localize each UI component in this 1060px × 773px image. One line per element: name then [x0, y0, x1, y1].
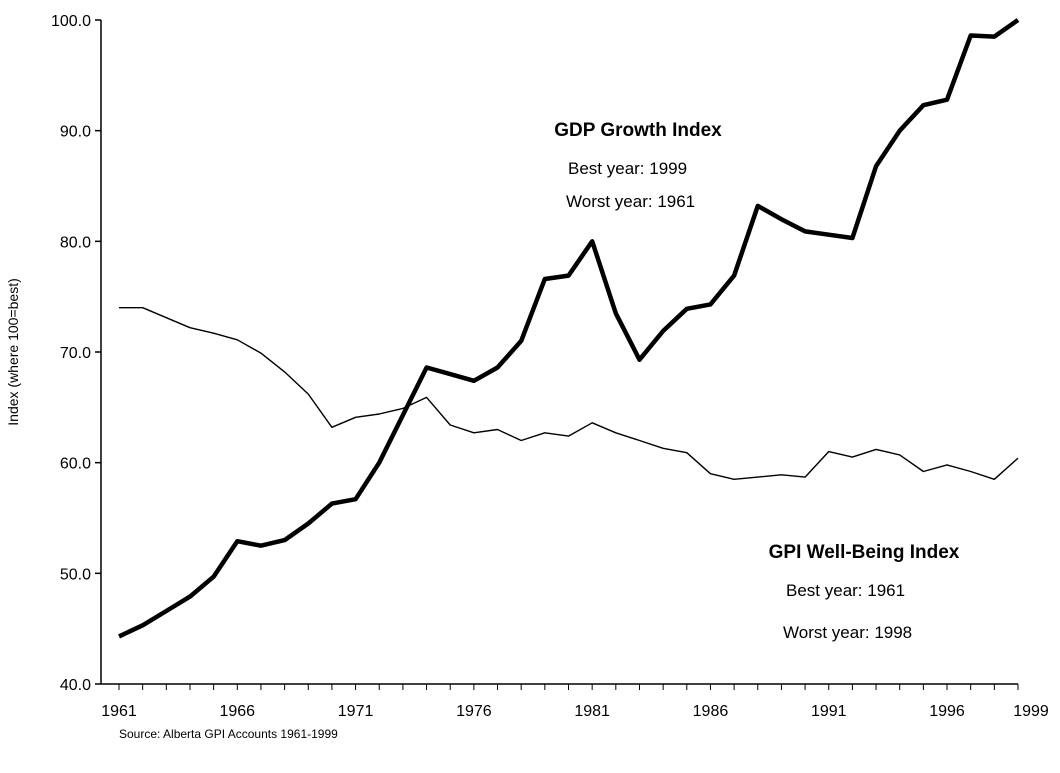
y-tick-label: 50.0 [60, 566, 91, 583]
x-tick-label: 1996 [929, 703, 965, 720]
gpi-annotation-best: Best year: 1961 [786, 581, 905, 600]
x-tick-label: 1976 [456, 703, 492, 720]
x-tick-label: 1971 [338, 703, 374, 720]
y-tick-label: 80.0 [60, 234, 91, 251]
source-note: Source: Alberta GPI Accounts 1961-1999 [119, 727, 338, 741]
gpi-annotation-heading: GPI Well-Being Index [769, 542, 960, 563]
x-tick-label: 1986 [693, 703, 729, 720]
y-tick-label: 70.0 [60, 345, 91, 362]
y-tick-label: 100.0 [51, 13, 91, 30]
y-tick-label: 60.0 [60, 456, 91, 473]
gdp-growth-index-line [118, 18, 1020, 639]
gdp-annotation: GDP Growth Index Best year: 1999 Worst y… [554, 120, 722, 211]
x-tick-label: 1966 [219, 703, 255, 720]
y-ticks: 40.0 50.0 60.0 70.0 80.0 90.0 100.0 [51, 13, 101, 694]
gdp-annotation-worst: Worst year: 1961 [566, 192, 695, 211]
x-tick-label: 1991 [811, 703, 847, 720]
y-axis-title: Index (where 100=best) [5, 278, 21, 425]
gpi-annotation-worst: Worst year: 1998 [783, 623, 912, 642]
gdp-annotation-heading: GDP Growth Index [554, 120, 722, 141]
y-tick-label: 40.0 [60, 677, 91, 694]
series-layer [118, 18, 1020, 639]
gpi-annotation: GPI Well-Being Index Best year: 1961 Wor… [769, 542, 960, 642]
x-tick-label: 1981 [574, 703, 610, 720]
y-tick-label: 90.0 [60, 124, 91, 141]
gdp-annotation-best: Best year: 1999 [568, 159, 687, 178]
x-tick-label: 1999 [1013, 703, 1049, 720]
x-tick-label: 1961 [101, 703, 137, 720]
x-ticks: 1961 1966 1971 1976 1981 1986 1991 1996 1999 [101, 684, 1049, 720]
gpi-well-being-index-line [119, 307, 1019, 480]
